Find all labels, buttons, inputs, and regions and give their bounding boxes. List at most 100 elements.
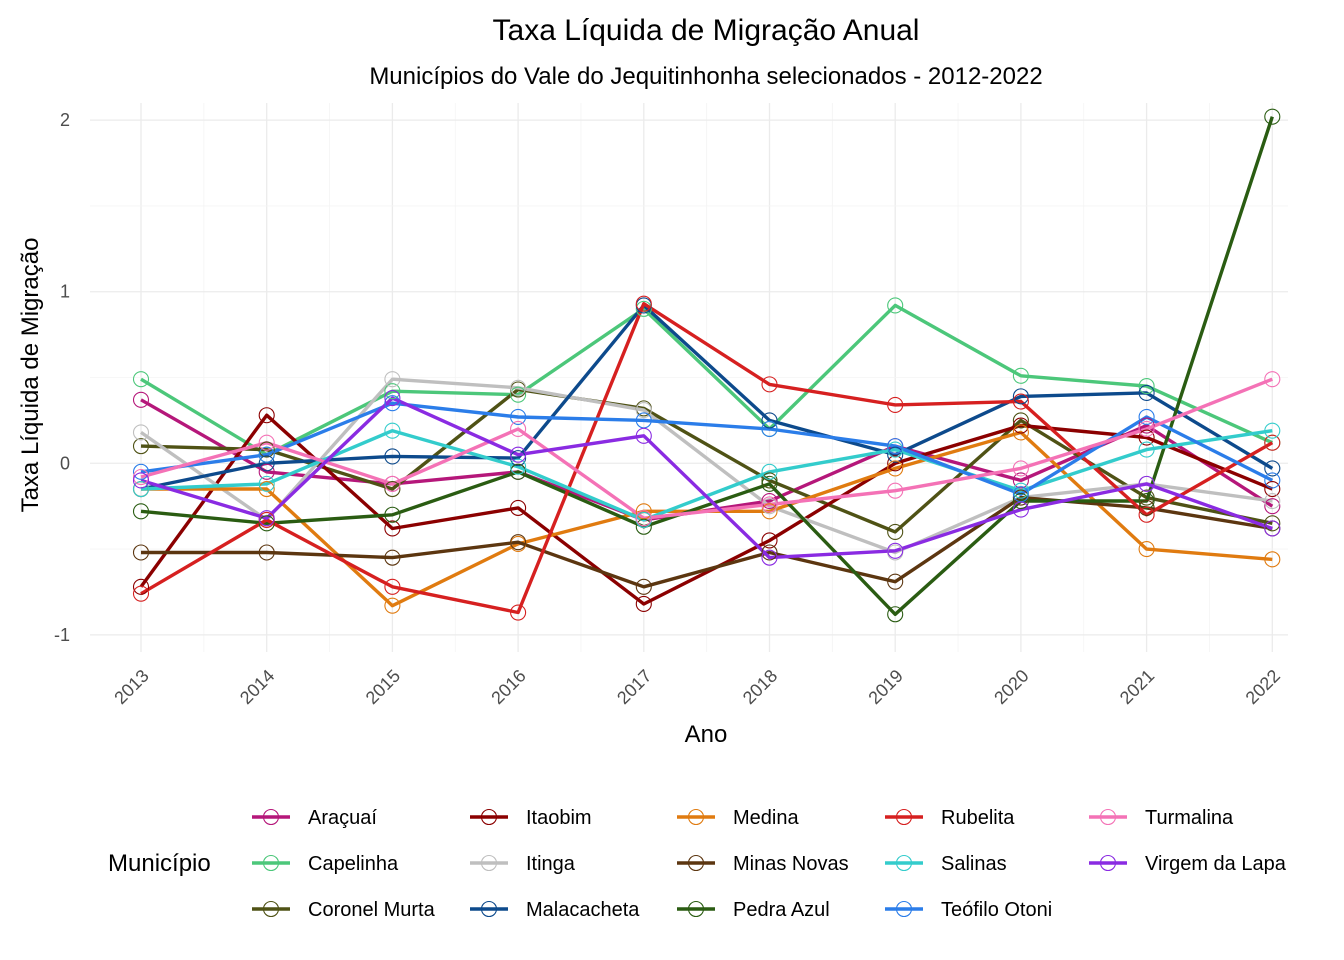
legend-key-point (262, 854, 280, 872)
series-line (139, 413, 1273, 606)
series-line (140, 303, 1273, 457)
legend-key-point (895, 854, 913, 872)
data-point (1138, 489, 1155, 506)
legend-key-point (687, 900, 705, 918)
legend-label: Capelinha (308, 853, 399, 875)
series-line (140, 401, 1274, 496)
series-line (140, 377, 1273, 520)
data-point (887, 460, 904, 477)
data-point (761, 463, 778, 480)
legend-label: Malacacheta (526, 899, 640, 921)
data-point (510, 408, 527, 426)
legend-key-point (895, 808, 913, 826)
data-point (1138, 506, 1155, 523)
legend-label: Araçuaí (308, 807, 377, 829)
x-axis-title: Ano (685, 721, 728, 748)
x-tick-label: 2014 (236, 666, 278, 708)
data-point (258, 463, 275, 480)
x-tick-label: 2016 (487, 666, 529, 708)
data-point (1138, 499, 1155, 516)
data-point (1012, 460, 1029, 477)
data-point (384, 390, 401, 407)
chart-title: Taxa Líquida de Migração Anual (493, 14, 920, 47)
data-point (887, 542, 904, 559)
legend-key-point (1099, 808, 1117, 826)
data-point (1264, 551, 1281, 568)
data-point (1138, 420, 1155, 438)
data-point (510, 386, 527, 403)
data-point (258, 515, 275, 532)
data-point (1012, 424, 1029, 441)
data-point (761, 496, 778, 513)
data-point (887, 606, 904, 623)
data-point (1012, 417, 1029, 434)
data-point (761, 492, 778, 510)
data-point (384, 422, 401, 439)
data-point (1012, 489, 1029, 506)
data-point (887, 297, 904, 314)
data-point (635, 595, 652, 613)
legend-label: Teófilo Otoni (941, 899, 1052, 921)
legend-label: Medina (733, 807, 799, 829)
y-tick-label: -1 (54, 625, 70, 645)
data-point (761, 549, 778, 566)
data-point (132, 463, 150, 480)
data-point (761, 376, 778, 393)
y-tick-label: 2 (60, 110, 70, 130)
x-tick-labels: 2013 2014 2015 2016 2017 2018 2019 2020 2021 2022 (110, 666, 1284, 708)
data-point (132, 438, 150, 455)
data-point (1138, 492, 1155, 510)
x-tick-label: 2022 (1242, 666, 1284, 708)
data-point (258, 475, 275, 492)
data-point (132, 468, 150, 486)
legend-key-point (1099, 854, 1117, 872)
data-point (1264, 498, 1281, 515)
data-point (384, 506, 401, 523)
data-point (1012, 393, 1029, 410)
data-point (258, 434, 275, 451)
data-point (384, 597, 401, 614)
data-point (887, 455, 904, 472)
x-tick-label: 2019 (864, 666, 906, 708)
data-point (258, 407, 275, 424)
data-point (1264, 520, 1281, 537)
data-point (1264, 472, 1281, 489)
y-tick-label: 1 (60, 282, 70, 302)
data-point (510, 420, 527, 438)
x-tick-label: 2015 (362, 666, 404, 708)
data-point (1012, 367, 1029, 384)
data-point (1264, 480, 1281, 498)
legend-key-point (895, 900, 913, 918)
legend-label: Coronel Murta (308, 899, 436, 921)
data-point (887, 396, 904, 414)
data-point (132, 578, 150, 595)
data-point (887, 523, 904, 540)
data-point (761, 544, 778, 561)
data-point (258, 455, 275, 472)
data-point (1264, 492, 1281, 510)
data-point (1264, 371, 1281, 388)
data-point (1012, 482, 1029, 499)
legend-label: Salinas (941, 853, 1007, 875)
data-point (510, 499, 527, 516)
data-point (132, 503, 150, 520)
legend-label: Turmalina (1145, 807, 1234, 829)
legend-key-point (687, 808, 705, 826)
data-point (635, 427, 652, 444)
data-point (761, 475, 778, 492)
data-point (384, 520, 401, 537)
legend-label: Itaobim (526, 807, 592, 829)
y-tick-label: 0 (60, 453, 70, 473)
data-point (635, 300, 652, 317)
data-point (258, 544, 275, 561)
legend-label: Minas Novas (733, 853, 849, 875)
data-point (635, 402, 652, 419)
series-line (140, 302, 1274, 615)
data-point (1012, 492, 1029, 510)
legend-key-point (262, 808, 280, 826)
legend-key-point (262, 900, 280, 918)
data-point (1264, 108, 1281, 125)
data-point (132, 424, 150, 441)
x-tick-label: 2017 (613, 666, 655, 708)
